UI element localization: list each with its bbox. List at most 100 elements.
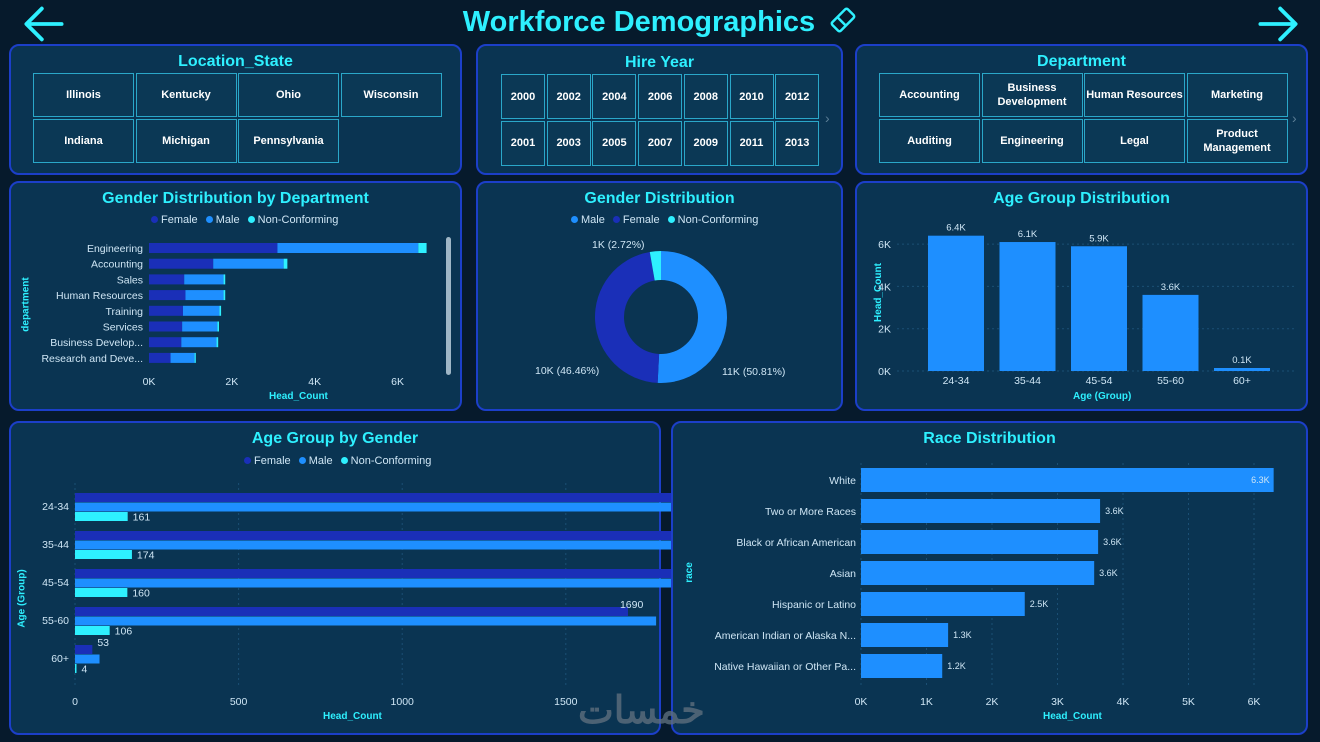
y-tick-label: 45-54 bbox=[42, 577, 69, 589]
dept-gender-panel: Gender Distribution by Department Female… bbox=[9, 181, 462, 411]
y-tick-label: American Indian or Alaska N... bbox=[715, 630, 856, 642]
slice-label-female: 10K (46.46%) bbox=[535, 365, 599, 377]
race-x-axis-title: Head_Count bbox=[1043, 711, 1102, 722]
bar-non-conforming bbox=[75, 550, 132, 559]
age-gender-chart: 05001000150020002500300024-3429963290161… bbox=[42, 483, 1180, 708]
bar-non-conforming bbox=[194, 352, 196, 363]
hire-year-slicer-item[interactable]: 2004 bbox=[592, 74, 637, 119]
hire-year-slicer-item[interactable]: 2012 bbox=[775, 74, 820, 119]
hire-year-slicer-item[interactable]: 2009 bbox=[683, 120, 728, 166]
donut-slice-non-conforming bbox=[649, 251, 661, 281]
y-tick-label: 24-34 bbox=[42, 501, 69, 513]
department-slicer-item[interactable]: Accounting bbox=[879, 73, 980, 117]
hire-year-slicer-item[interactable]: 2008 bbox=[683, 74, 728, 119]
chevron-right-icon[interactable]: › bbox=[825, 110, 830, 126]
y-tick-label: 35-44 bbox=[42, 539, 69, 551]
department-slicer-item[interactable]: Legal bbox=[1084, 118, 1185, 163]
back-arrow-icon[interactable] bbox=[22, 4, 66, 44]
x-tick-label: 500 bbox=[230, 696, 248, 708]
age-bar bbox=[928, 235, 984, 371]
bar-female bbox=[149, 243, 278, 253]
x-tick-label: 35-44 bbox=[1014, 375, 1041, 387]
hire-year-slicer-item[interactable]: 2006 bbox=[638, 74, 683, 119]
bar-non-conforming bbox=[75, 588, 128, 597]
y-tick-label: Hispanic or Latino bbox=[772, 599, 856, 611]
age-bar bbox=[1071, 246, 1127, 371]
department-slicer-item[interactable]: Marketing bbox=[1186, 73, 1288, 117]
location-slicer-item[interactable]: Indiana bbox=[33, 118, 134, 163]
hire-year-slicer-item[interactable]: 2013 bbox=[775, 120, 820, 166]
bar-male bbox=[75, 502, 1152, 512]
y-tick-label: Asian bbox=[830, 568, 856, 580]
gender-donut-title: Gender Distribution bbox=[584, 190, 735, 207]
y-tick-label: 0K bbox=[878, 366, 891, 378]
hire-year-slicer-item[interactable]: 2000 bbox=[501, 74, 545, 119]
department-slicer-item[interactable]: Auditing bbox=[879, 118, 980, 163]
data-label: 53 bbox=[97, 637, 109, 649]
department-slicer-item[interactable]: Business Development bbox=[981, 73, 1083, 117]
data-label: 6.4K bbox=[946, 223, 966, 234]
gender-donut-legend: Male Female Non-Conforming bbox=[566, 214, 758, 226]
department-slicer-item[interactable]: Engineering bbox=[981, 118, 1083, 163]
donut-slice-female bbox=[595, 251, 660, 383]
dept-gender-legend: Female Male Non-Conforming bbox=[146, 214, 338, 226]
y-tick-label: 2K bbox=[878, 324, 891, 336]
location-slicer-item[interactable]: Michigan bbox=[135, 118, 237, 163]
y-tick-label: Engineering bbox=[87, 243, 143, 255]
hire-year-slicer-item[interactable]: 2002 bbox=[546, 74, 591, 119]
x-tick-label: 2K bbox=[986, 696, 999, 708]
x-tick-label: 0K bbox=[855, 696, 868, 708]
y-tick-label: Native Hawaiian or Other Pa... bbox=[714, 661, 856, 673]
location-slicer-item[interactable]: Ohio bbox=[238, 73, 339, 117]
location-slicer-item[interactable]: Illinois bbox=[33, 73, 134, 117]
bar-male bbox=[75, 654, 100, 664]
hire-year-slicer-item[interactable]: 2007 bbox=[638, 120, 683, 166]
bar-male bbox=[75, 540, 1117, 550]
data-label: 5.9K bbox=[1089, 233, 1109, 244]
forward-arrow-icon[interactable] bbox=[1256, 4, 1300, 44]
race-panel: Race Distribution race Head_Count 0K 1K 2K… bbox=[671, 421, 1308, 735]
data-label: 1690 bbox=[620, 599, 644, 611]
location-slicer-item[interactable]: Kentucky bbox=[135, 73, 237, 117]
y-tick-label: Human Resources bbox=[56, 290, 143, 302]
bar-non-conforming bbox=[418, 243, 427, 253]
hire-year-slicer-item[interactable]: 2005 bbox=[592, 120, 637, 166]
bar-male bbox=[75, 616, 657, 626]
bar-non-conforming bbox=[75, 664, 77, 673]
race-bar bbox=[861, 468, 1274, 492]
y-tick-label: Accounting bbox=[91, 259, 143, 271]
eraser-icon[interactable] bbox=[829, 6, 857, 34]
location-slicer-item[interactable]: Wisconsin bbox=[340, 73, 442, 117]
x-tick-label: 6K bbox=[1248, 696, 1261, 708]
x-tick-label: 2K bbox=[225, 376, 238, 388]
data-label: 3.6K bbox=[1103, 537, 1122, 547]
department-slicer-item[interactable]: Product Management bbox=[1186, 118, 1288, 163]
dept-scrollbar[interactable] bbox=[446, 237, 451, 375]
y-tick-label: 55-60 bbox=[42, 615, 69, 627]
race-bar bbox=[861, 499, 1101, 523]
x-tick-label: 24-34 bbox=[943, 375, 970, 387]
bar-male bbox=[182, 305, 220, 316]
bar-male bbox=[184, 274, 224, 285]
chevron-right-icon[interactable]: › bbox=[1292, 110, 1297, 126]
hire-year-slicer-item[interactable]: 2003 bbox=[546, 120, 591, 166]
data-label: 3.6K bbox=[1099, 568, 1118, 578]
bar-female bbox=[75, 531, 989, 540]
hire-year-slicer-item[interactable]: 2010 bbox=[729, 74, 774, 119]
hire-year-slicer-panel: Hire Year 2000 2002 2004 2006 2008 2010 2012 20… bbox=[476, 44, 843, 175]
department-slicer-panel: Department Accounting Business Developmen… bbox=[855, 44, 1308, 175]
bar-non-conforming bbox=[75, 512, 128, 521]
data-label: 1.3K bbox=[953, 630, 972, 640]
hire-year-slicer-item[interactable]: 2001 bbox=[501, 120, 545, 166]
legend-female-dot bbox=[612, 216, 620, 223]
department-slicer-item[interactable]: Human Resources bbox=[1084, 73, 1185, 117]
gender-donut-panel: Gender Distribution Male Female Non-Conf… bbox=[476, 181, 843, 411]
location-slicer-item[interactable]: Pennsylvania bbox=[238, 118, 339, 163]
hire-year-slicer-item[interactable]: 2011 bbox=[729, 120, 774, 166]
x-tick-label: 4K bbox=[1117, 696, 1130, 708]
bar-male bbox=[213, 258, 284, 269]
slice-label-male: 11K (50.81%) bbox=[722, 366, 785, 378]
bar-male bbox=[182, 321, 218, 332]
y-tick-label: 4K bbox=[878, 281, 891, 293]
age-group-panel: Age Group Distribution Head_Count Age (G… bbox=[855, 181, 1308, 411]
